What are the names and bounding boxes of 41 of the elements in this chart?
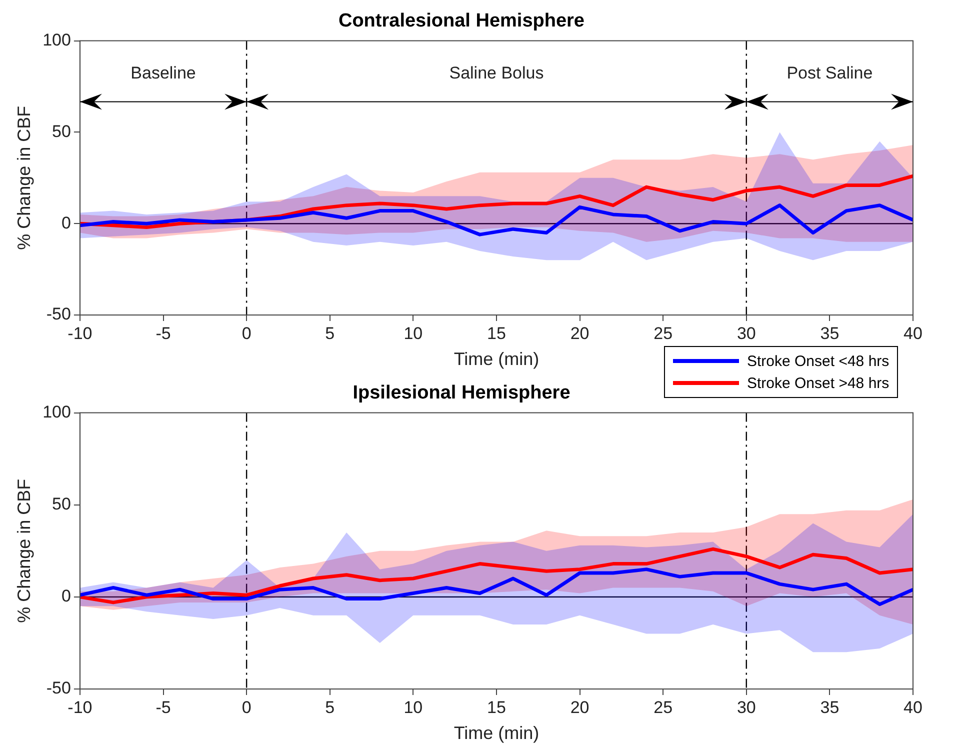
- annotation: Baseline: [130, 63, 196, 82]
- x-tick-label: 25: [654, 324, 673, 343]
- x-tick-label: 40: [904, 324, 922, 343]
- y-tick-label: 0: [61, 586, 71, 606]
- x-tick-label: 30: [736, 698, 756, 717]
- x-tick-label: -5: [156, 324, 171, 343]
- x-tick-label: 15: [487, 698, 506, 717]
- y-axis-title: % Change in CBF: [14, 106, 34, 250]
- y-axis-title: % Change in CBF: [14, 478, 34, 623]
- x-tick-label: 20: [570, 698, 590, 717]
- x-tick-label: 25: [654, 698, 673, 717]
- y-tick-label: 100: [42, 30, 71, 50]
- y-tick-label: -50: [46, 678, 71, 698]
- y-tick-label: 50: [52, 494, 71, 514]
- x-tick-label: 30: [736, 324, 756, 343]
- x-tick-label: 5: [325, 698, 335, 717]
- legend-label: Stroke Onset >48 hrs: [747, 374, 890, 392]
- x-tick-label: 10: [404, 324, 423, 343]
- x-tick-label: -10: [68, 324, 92, 343]
- x-tick-label: 20: [570, 324, 590, 343]
- y-tick-label: 100: [42, 402, 71, 422]
- x-tick-label: 35: [820, 698, 840, 717]
- chart-title: Contralesional Hemisphere: [338, 10, 585, 32]
- y-tick-label: -50: [46, 304, 71, 324]
- y-tick-label: 0: [61, 213, 71, 232]
- x-axis-title: Time (min): [454, 349, 540, 370]
- annotation: Saline Bolus: [449, 63, 544, 82]
- x-tick-label: 35: [820, 324, 840, 343]
- annotation: Post Saline: [786, 63, 873, 82]
- x-tick-label: 40: [904, 698, 922, 717]
- x-tick-label: -5: [156, 698, 171, 717]
- x-tick-label: 0: [242, 698, 252, 717]
- x-tick-label: 15: [487, 324, 506, 343]
- y-tick-label: 50: [52, 122, 71, 141]
- chart-title: Ipsilesional Hemisphere: [352, 382, 570, 404]
- x-tick-label: 0: [242, 324, 252, 343]
- x-axis-title: Time (min): [454, 723, 540, 744]
- x-tick-label: -10: [68, 698, 92, 717]
- x-tick-label: 10: [404, 698, 423, 717]
- legend-label: Stroke Onset <48 hrs: [747, 352, 890, 370]
- x-tick-label: 5: [325, 324, 335, 343]
